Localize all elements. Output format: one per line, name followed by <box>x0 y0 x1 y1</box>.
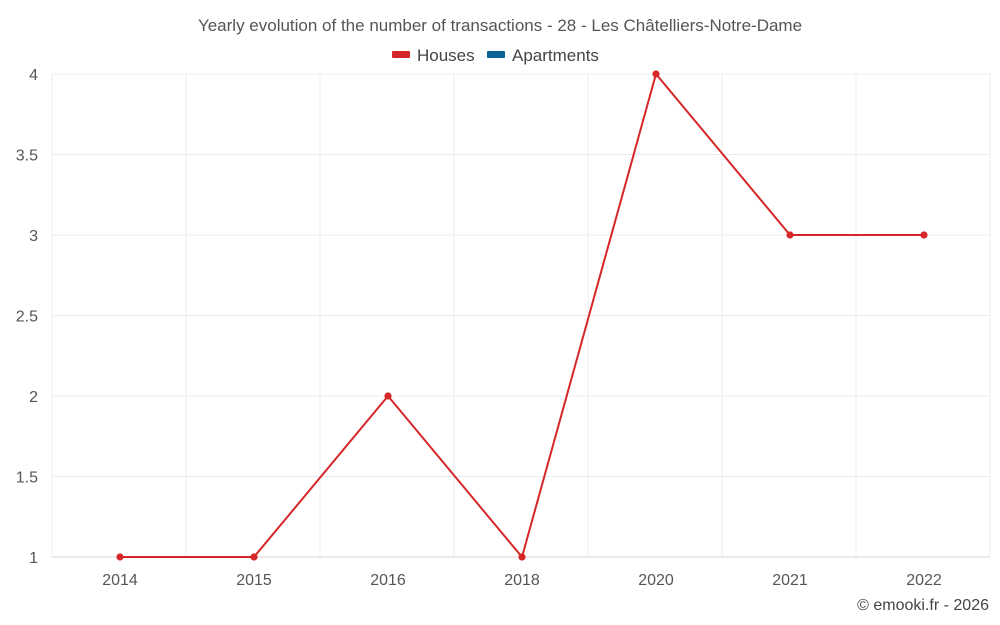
y-gridlines <box>52 73 990 477</box>
data-point-houses[interactable] <box>384 392 392 400</box>
legend: Houses Apartments <box>392 46 599 65</box>
x-tick-label: 2020 <box>638 572 674 589</box>
x-axis-ticks: 2014 2015 2016 2018 2020 2021 2022 <box>102 572 942 589</box>
y-tick-label: 1 <box>29 550 38 567</box>
legend-item-houses[interactable]: Houses <box>392 46 475 65</box>
legend-item-apartments[interactable]: Apartments <box>487 46 599 65</box>
x-tick-label: 2021 <box>772 572 808 589</box>
x-tick-label: 2022 <box>906 572 942 589</box>
legend-swatch-houses <box>392 51 410 58</box>
y-tick-label: 3 <box>29 228 38 245</box>
credit-text: © emooki.fr - 2026 <box>857 597 989 614</box>
data-point-houses[interactable] <box>920 231 928 239</box>
y-tick-label: 3.5 <box>16 148 38 165</box>
y-tick-label: 4 <box>29 67 38 84</box>
chart-title: Yearly evolution of the number of transa… <box>198 16 802 35</box>
y-tick-label: 2 <box>29 389 38 406</box>
legend-label-houses: Houses <box>417 46 475 65</box>
data-point-houses[interactable] <box>786 231 794 239</box>
y-tick-label: 1.5 <box>16 470 38 487</box>
data-point-houses[interactable] <box>250 553 258 561</box>
data-point-houses[interactable] <box>518 553 526 561</box>
x-tick-label: 2015 <box>236 572 272 589</box>
legend-swatch-apartments <box>487 51 505 58</box>
data-point-houses[interactable] <box>116 553 124 561</box>
data-point-houses[interactable] <box>652 70 660 78</box>
x-tick-label: 2018 <box>504 572 540 589</box>
legend-label-apartments: Apartments <box>512 46 599 65</box>
x-tick-label: 2016 <box>370 572 406 589</box>
y-tick-label: 2.5 <box>16 309 38 326</box>
y-axis-ticks: 1 1.5 2 2.5 3 3.5 4 <box>16 67 38 567</box>
series-layer <box>116 70 928 561</box>
x-tick-label: 2014 <box>102 572 138 589</box>
